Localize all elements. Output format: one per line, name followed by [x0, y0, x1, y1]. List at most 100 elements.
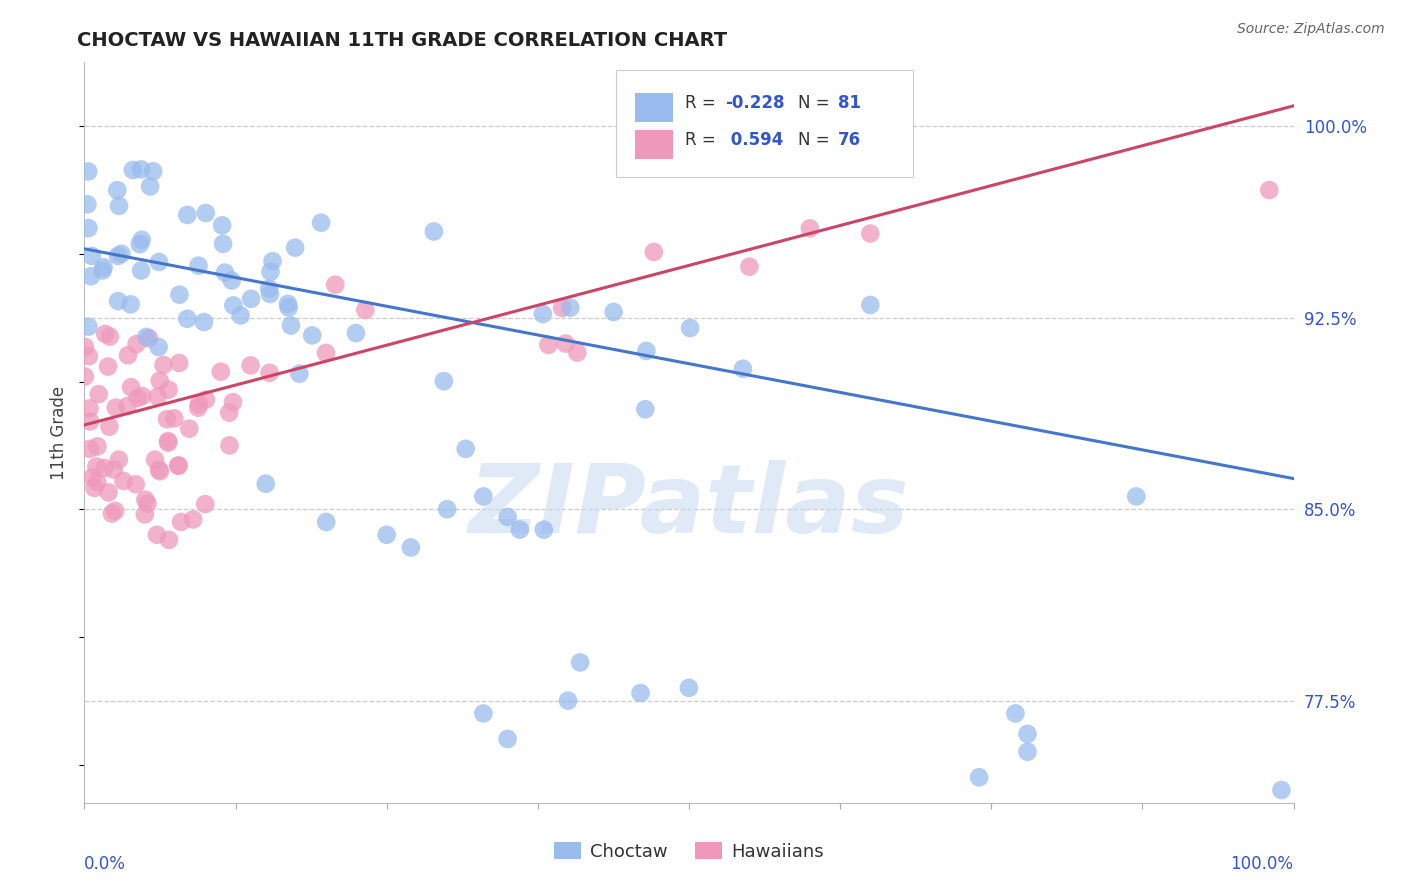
Point: [167, 458, 190, 473]
Point: [533, 523, 555, 537]
Point: [125, 337, 148, 351]
Point: [97, 485, 120, 500]
Point: [163, 411, 186, 425]
Text: N =: N =: [797, 95, 835, 112]
Point: [738, 260, 761, 274]
Point: [262, 254, 284, 268]
Point: [93, 260, 115, 275]
Text: 81: 81: [838, 95, 860, 112]
Point: [323, 277, 346, 292]
Point: [557, 694, 579, 708]
Point: [254, 476, 277, 491]
Point: [169, 287, 191, 301]
Point: [129, 263, 152, 277]
Point: [399, 541, 422, 555]
Point: [218, 406, 240, 420]
Point: [678, 681, 700, 695]
Text: R =: R =: [685, 95, 721, 112]
Point: [87, 387, 110, 401]
Point: [167, 356, 190, 370]
Point: [630, 686, 652, 700]
Point: [634, 402, 657, 417]
Point: [240, 292, 263, 306]
Point: [94, 326, 117, 341]
Point: [139, 179, 162, 194]
Point: [77, 319, 100, 334]
Point: [157, 435, 180, 450]
Point: [125, 477, 148, 491]
Point: [152, 358, 174, 372]
Point: [222, 395, 245, 409]
Point: [142, 164, 165, 178]
Point: [146, 390, 169, 404]
Legend: Choctaw, Hawaiians: Choctaw, Hawaiians: [547, 835, 831, 868]
Point: [221, 273, 243, 287]
Point: [679, 321, 702, 335]
Point: [157, 383, 180, 397]
Point: [212, 236, 235, 251]
Point: [259, 366, 281, 380]
Point: [636, 343, 658, 358]
Point: [148, 462, 170, 476]
Point: [149, 374, 172, 388]
Point: [531, 307, 554, 321]
Point: [77, 221, 100, 235]
Point: [97, 359, 120, 374]
Point: [1270, 783, 1292, 797]
Point: [193, 315, 215, 329]
Point: [98, 419, 121, 434]
Point: [560, 301, 582, 315]
Point: [73, 369, 96, 384]
Point: [496, 509, 519, 524]
Point: [179, 422, 201, 436]
Point: [194, 392, 217, 407]
Point: [143, 452, 166, 467]
Point: [91, 263, 114, 277]
Point: [135, 330, 157, 344]
Point: [280, 318, 302, 333]
Point: [284, 241, 307, 255]
Point: [156, 412, 179, 426]
Point: [117, 348, 139, 362]
Point: [551, 301, 574, 315]
Point: [170, 515, 193, 529]
Point: [277, 301, 299, 315]
Point: [731, 361, 754, 376]
Point: [79, 414, 101, 428]
Text: 0.594: 0.594: [725, 131, 783, 149]
Point: [315, 346, 337, 360]
Point: [110, 247, 132, 261]
Point: [98, 329, 121, 343]
Point: [77, 164, 100, 178]
Point: [86, 475, 108, 489]
Point: [472, 490, 495, 504]
FancyBboxPatch shape: [634, 130, 673, 159]
Point: [433, 374, 456, 388]
Point: [211, 219, 233, 233]
Text: 100.0%: 100.0%: [1230, 855, 1294, 872]
Point: [496, 731, 519, 746]
Point: [1017, 745, 1039, 759]
Text: 76: 76: [838, 131, 860, 149]
Point: [309, 216, 332, 230]
Point: [176, 311, 198, 326]
Point: [1017, 727, 1039, 741]
Point: [194, 497, 217, 511]
Point: [567, 345, 589, 359]
Point: [222, 298, 245, 312]
Point: [239, 359, 262, 373]
Point: [157, 533, 180, 547]
Text: CHOCTAW VS HAWAIIAN 11TH GRADE CORRELATION CHART: CHOCTAW VS HAWAIIAN 11TH GRADE CORRELATI…: [77, 31, 727, 50]
Point: [105, 183, 128, 197]
Point: [859, 227, 882, 241]
Point: [344, 326, 367, 340]
Point: [79, 442, 101, 456]
Point: [472, 706, 495, 721]
Point: [104, 504, 127, 518]
Point: [214, 266, 236, 280]
Point: [257, 282, 280, 296]
Text: 0.0%: 0.0%: [84, 855, 127, 872]
Point: [537, 338, 560, 352]
Point: [209, 365, 232, 379]
Point: [859, 298, 882, 312]
